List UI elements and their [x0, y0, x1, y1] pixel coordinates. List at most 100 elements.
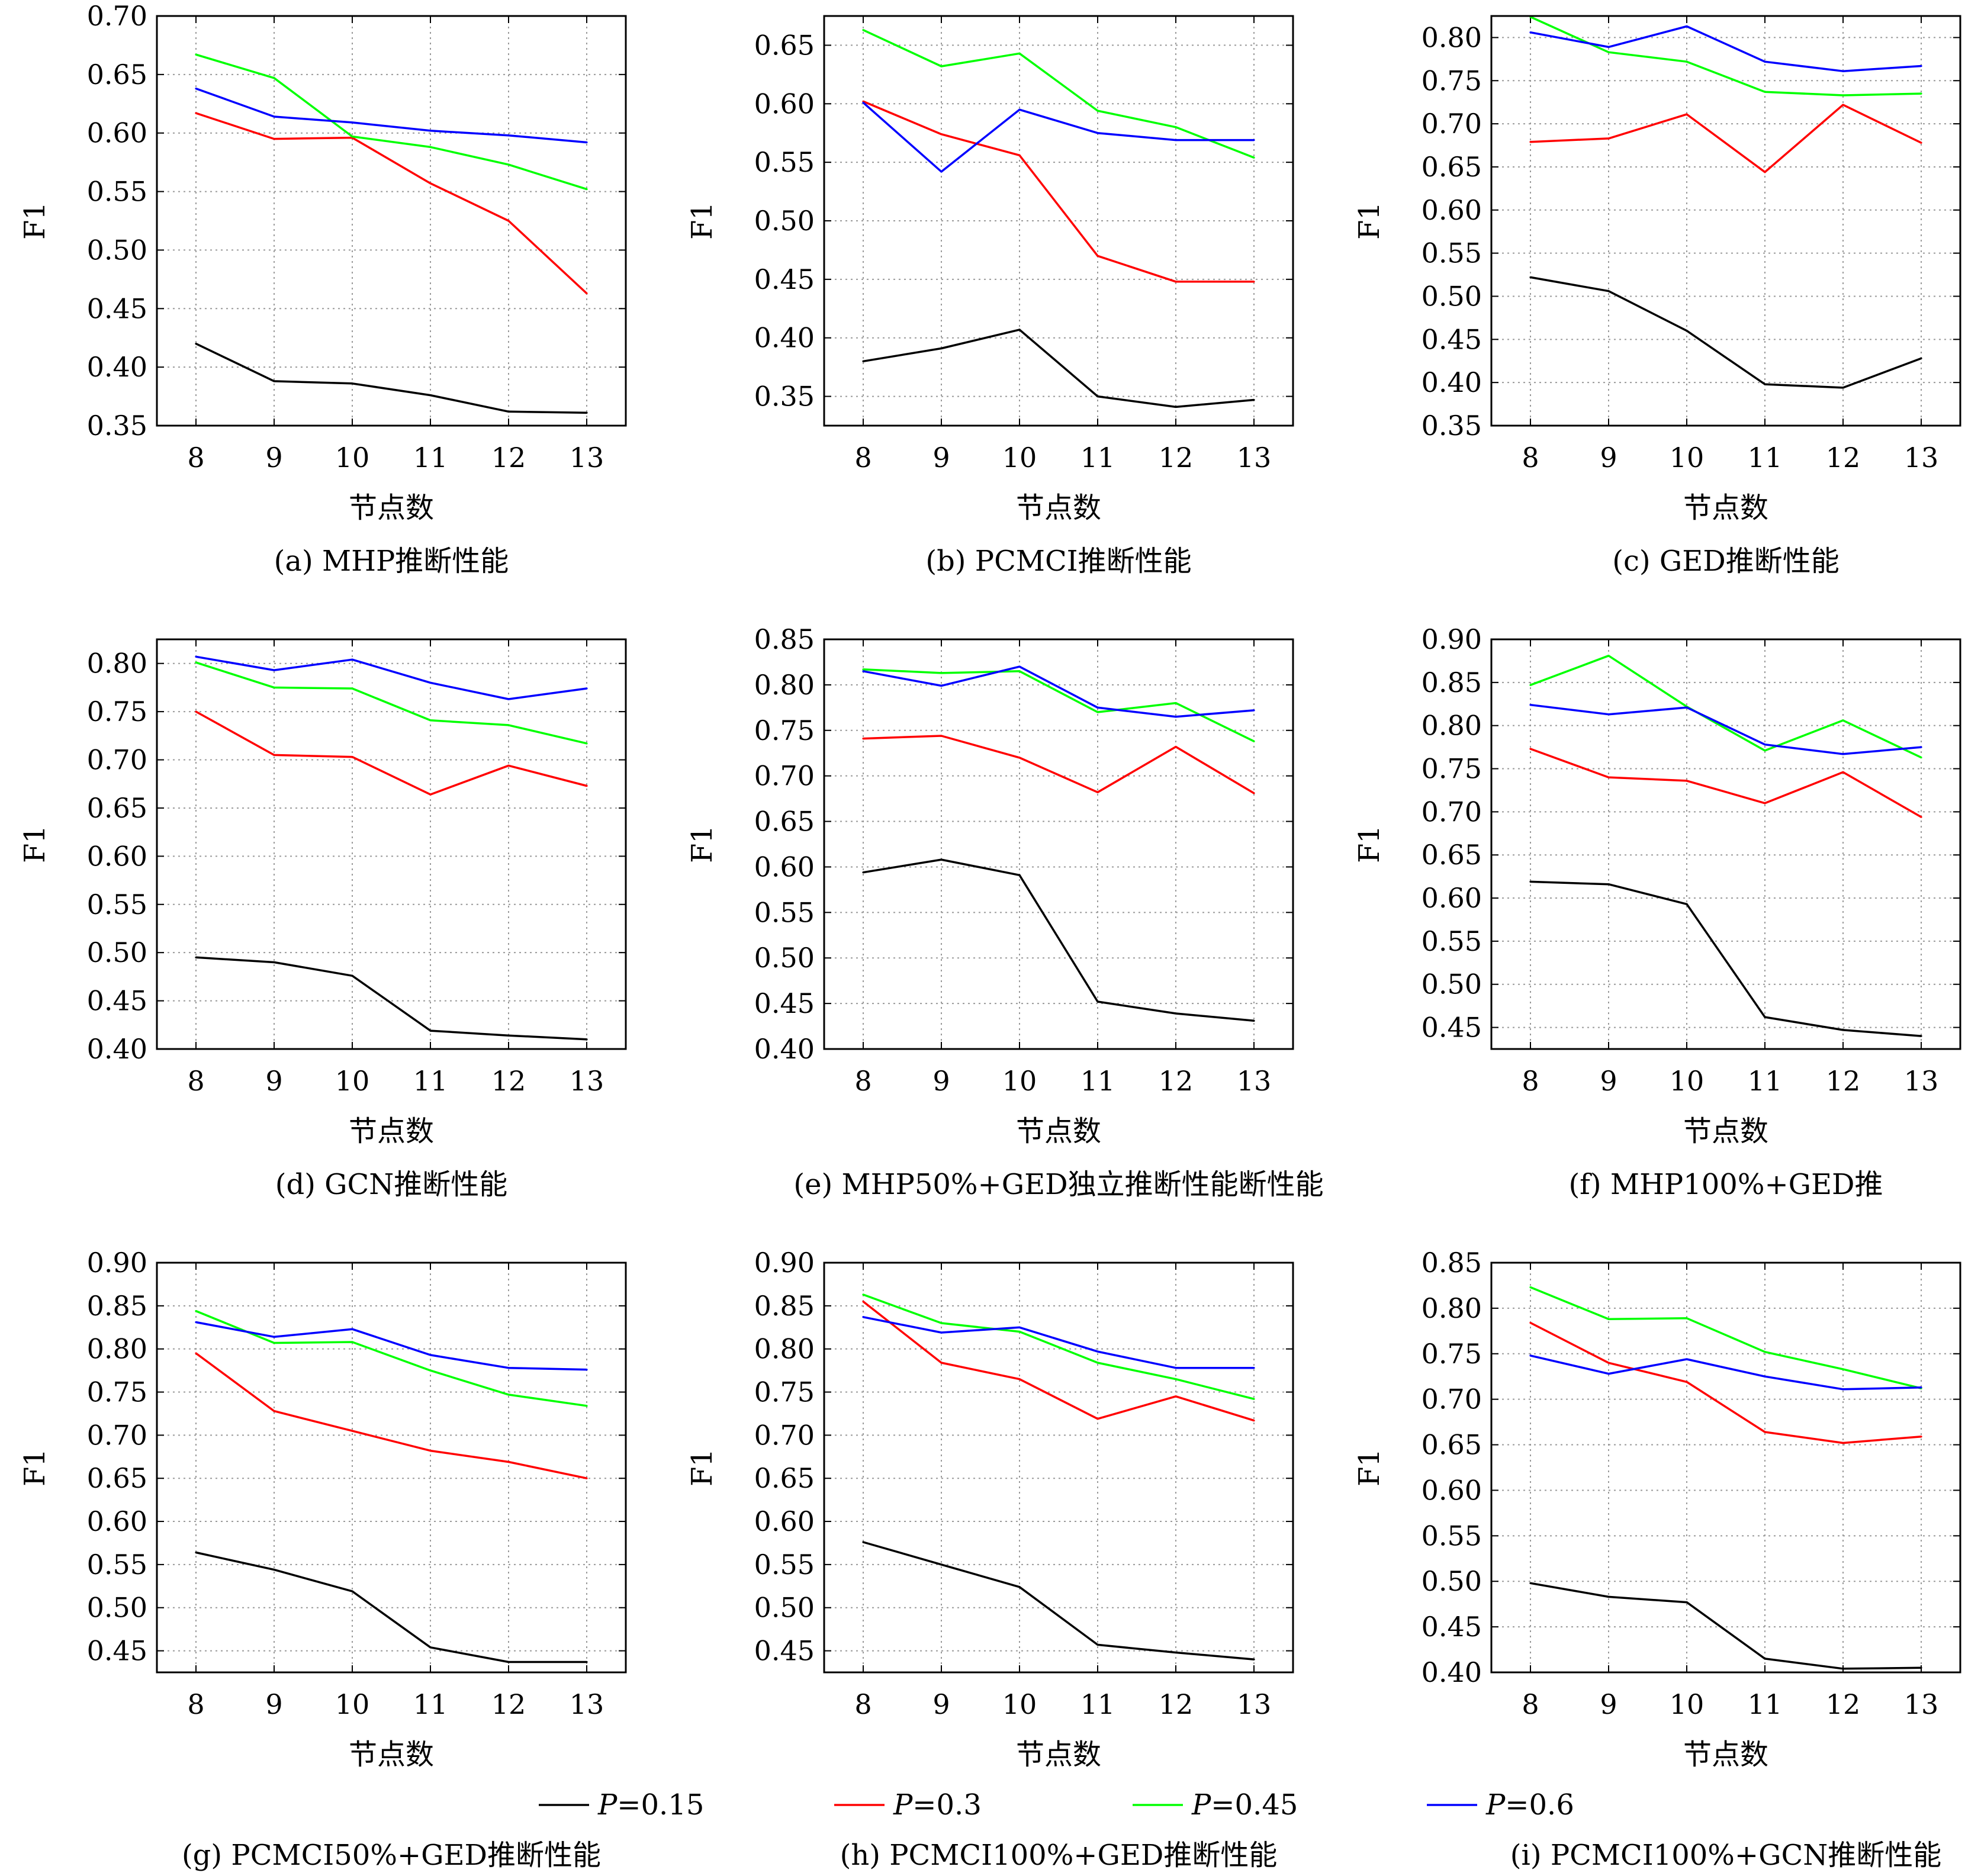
plot-frame	[156, 638, 627, 1050]
chart-panel: 0.35 0.40 0.45 0.50 0.55 0.60 0.65 0.70 8 9 10 11 12…	[18, 0, 627, 578]
y-tick-label: 0.80	[1422, 710, 1482, 742]
data-point	[351, 1328, 353, 1330]
x-tick-label: 12	[1159, 1688, 1194, 1720]
y-tick-label: 0.50	[754, 1592, 815, 1624]
y-tick-label: 0.35	[87, 410, 147, 442]
x-tick-label: 10	[1670, 442, 1705, 474]
data-point	[1253, 740, 1255, 742]
data-point	[1842, 771, 1844, 773]
y-tick-label: 0.65	[1422, 1429, 1482, 1461]
data-point	[940, 858, 943, 861]
data-point	[1018, 154, 1021, 156]
data-point	[586, 1477, 588, 1479]
x-axis-label: 节点数	[1016, 491, 1101, 524]
data-point	[1686, 903, 1688, 905]
data-point	[1764, 171, 1766, 173]
y-tick-label: 0.65	[754, 806, 815, 838]
chart-panel: 0.35 0.40 0.45 0.50 0.55 0.60 0.65 8 9 10 11 12 13 F1…	[686, 15, 1294, 578]
y-tick-label: 0.85	[1422, 667, 1482, 699]
data-point	[1686, 706, 1688, 709]
data-point	[429, 1029, 432, 1032]
data-point	[1529, 276, 1532, 279]
x-tick-label: 11	[413, 442, 448, 474]
x-tick-label: 10	[1002, 442, 1037, 474]
y-tick-label: 0.75	[1422, 753, 1482, 785]
data-point	[351, 121, 353, 124]
data-point	[1842, 1388, 1844, 1391]
data-point	[1607, 46, 1610, 49]
data-point	[507, 764, 510, 767]
data-point	[1686, 780, 1688, 782]
data-point	[1175, 281, 1177, 283]
plot-frame	[156, 1262, 627, 1674]
x-axis-label: 节点数	[1683, 1738, 1768, 1771]
x-axis-label: 节点数	[349, 1738, 434, 1771]
legend-label-italic: P	[1485, 1788, 1506, 1822]
x-axis-label: 节点数	[349, 1115, 434, 1148]
y-tick-label: 0.35	[754, 381, 815, 413]
x-tick-label: 13	[570, 1065, 604, 1097]
y-tick-label: 0.75	[1422, 65, 1482, 96]
data-point	[507, 220, 510, 222]
series-line	[1530, 1321, 1922, 1444]
data-point	[1175, 716, 1177, 718]
series-line	[863, 665, 1255, 718]
y-tick-label: 0.55	[1422, 237, 1482, 269]
y-tick-label: 0.40	[754, 1033, 815, 1065]
data-point	[1764, 1658, 1766, 1660]
y-tick-label: 0.45	[754, 1635, 815, 1667]
series-line	[863, 100, 1254, 283]
data-point	[1686, 25, 1688, 28]
panel-caption: (d) GCN推断性能	[275, 1168, 508, 1201]
x-tick-label: 9	[932, 442, 950, 474]
data-point	[1253, 1420, 1255, 1422]
data-point	[862, 1300, 864, 1303]
data-point	[195, 661, 197, 664]
data-point	[1920, 1035, 1922, 1037]
y-tick-label: 0.45	[87, 985, 147, 1017]
data-point	[586, 1369, 588, 1371]
y-tick-label: 0.60	[87, 117, 147, 149]
data-point	[507, 163, 510, 166]
x-tick-label: 8	[187, 1065, 204, 1097]
data-point	[429, 130, 432, 132]
legend-label-rest: =0.3	[912, 1788, 982, 1822]
x-tick-label: 10	[335, 442, 370, 474]
x-tick-label: 13	[1237, 1688, 1272, 1720]
x-tick-label: 9	[1600, 442, 1617, 474]
x-tick-label: 10	[1670, 1688, 1705, 1720]
x-axis-label: 节点数	[349, 491, 434, 524]
y-tick-label: 0.75	[87, 696, 147, 728]
data-point	[507, 1460, 510, 1463]
data-point	[351, 136, 353, 138]
data-point	[1529, 31, 1532, 34]
y-tick-label: 0.40	[1422, 366, 1482, 398]
y-tick-label: 0.45	[1422, 323, 1482, 355]
y-tick-label: 0.45	[1422, 1611, 1482, 1643]
y-tick-label: 0.60	[87, 840, 147, 872]
data-point	[1529, 1582, 1532, 1584]
data-point	[1018, 670, 1021, 672]
panel-caption: (b) PCMCI推断性能	[925, 545, 1191, 578]
data-point	[1175, 1651, 1177, 1654]
legend-label-italic: P	[597, 1788, 618, 1822]
data-point	[507, 1034, 510, 1037]
legend-label-rest: =0.15	[617, 1788, 704, 1822]
data-point	[1253, 139, 1255, 141]
y-tick-label: 0.50	[87, 1592, 147, 1624]
x-tick-label: 8	[854, 1688, 871, 1720]
chart-panel: 0.40 0.45 0.50 0.55 0.60 0.65 0.70 0.75 0.80 0.85…	[1353, 1247, 1961, 1872]
data-point	[1607, 1595, 1610, 1598]
data-point	[429, 146, 432, 149]
series-line	[1530, 1286, 1922, 1389]
data-point	[1529, 141, 1532, 143]
data-point	[1607, 655, 1610, 657]
data-point	[351, 1430, 353, 1432]
x-tick-label: 10	[335, 1065, 370, 1097]
plot-frame	[156, 15, 627, 427]
data-point	[273, 686, 275, 689]
data-point	[273, 669, 275, 671]
y-tick-label: 0.85	[754, 1290, 815, 1322]
data-point	[351, 382, 353, 385]
data-point	[862, 360, 864, 362]
